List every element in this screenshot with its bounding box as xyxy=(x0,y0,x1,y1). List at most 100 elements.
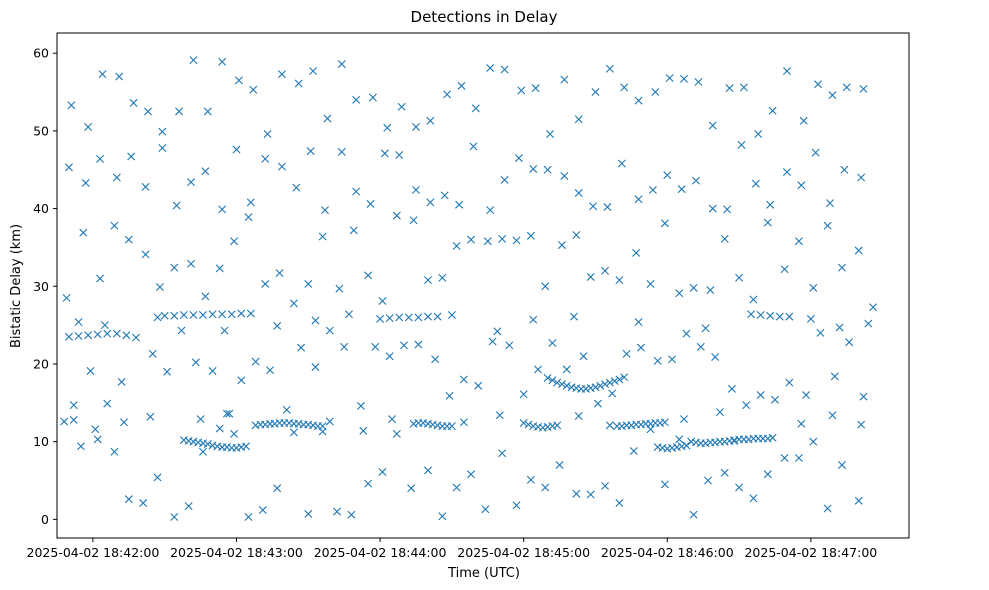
data-point xyxy=(727,384,736,393)
data-point xyxy=(230,237,239,246)
y-tick-label: 40 xyxy=(33,201,49,216)
data-point xyxy=(215,264,224,273)
data-point xyxy=(131,333,140,342)
data-point xyxy=(237,376,246,385)
data-point xyxy=(160,311,169,320)
data-point xyxy=(756,311,765,320)
data-point xyxy=(459,375,468,384)
data-point xyxy=(359,426,368,435)
data-point xyxy=(232,145,241,154)
data-point xyxy=(337,147,346,156)
data-point xyxy=(127,152,136,161)
data-point xyxy=(481,505,490,514)
data-point xyxy=(103,399,112,408)
data-point xyxy=(76,442,85,451)
data-point xyxy=(69,401,78,410)
data-point xyxy=(438,512,447,521)
data-point xyxy=(675,289,684,298)
data-point xyxy=(742,401,751,410)
data-point xyxy=(768,106,777,115)
data-point xyxy=(828,411,837,420)
data-point xyxy=(500,175,509,184)
data-point xyxy=(277,70,286,79)
data-point xyxy=(129,98,138,107)
data-point xyxy=(199,311,207,320)
data-point xyxy=(617,159,626,168)
data-point xyxy=(153,313,162,322)
data-point xyxy=(770,395,779,404)
data-point xyxy=(780,265,789,274)
x-tick-label: 2025-04-02 18:44:00 xyxy=(314,545,447,560)
data-point xyxy=(782,168,791,177)
data-point xyxy=(218,205,227,214)
data-point xyxy=(557,380,566,389)
data-point xyxy=(711,352,720,361)
data-point xyxy=(703,476,712,485)
data-point xyxy=(277,162,286,171)
data-point xyxy=(763,218,772,227)
data-point xyxy=(706,286,715,295)
data-point xyxy=(519,419,528,428)
data-point xyxy=(179,311,188,320)
data-point xyxy=(601,481,610,490)
data-point xyxy=(388,415,397,424)
data-point xyxy=(823,504,832,513)
data-point xyxy=(830,372,839,381)
data-point xyxy=(81,178,90,187)
data-point xyxy=(153,473,162,482)
data-point xyxy=(663,171,672,180)
data-point xyxy=(395,150,404,159)
data-point xyxy=(412,185,420,194)
data-point xyxy=(275,269,284,278)
data-point xyxy=(493,327,502,336)
data-point xyxy=(423,276,432,285)
x-tick-label: 2025-04-02 18:45:00 xyxy=(457,545,590,560)
data-point xyxy=(397,102,406,111)
data-point xyxy=(227,310,236,319)
data-point xyxy=(660,219,669,228)
data-point xyxy=(756,391,765,400)
x-tick-label: 2025-04-02 18:47:00 xyxy=(744,545,877,560)
data-point xyxy=(325,417,334,426)
data-point xyxy=(574,115,583,124)
data-point xyxy=(553,378,562,387)
data-point xyxy=(648,185,657,194)
data-point xyxy=(385,352,394,361)
data-point xyxy=(529,315,538,324)
data-point xyxy=(651,88,660,97)
data-point xyxy=(158,127,167,136)
data-point xyxy=(605,64,614,73)
data-point xyxy=(689,510,698,519)
data-point xyxy=(321,206,330,215)
data-point xyxy=(615,499,624,508)
data-point xyxy=(184,502,193,511)
data-point xyxy=(392,429,401,438)
y-axis-ticks: 0 10 20 30 40 50 60 xyxy=(33,46,57,527)
data-point xyxy=(335,284,344,293)
data-point xyxy=(208,366,217,375)
y-tick-label: 20 xyxy=(33,356,49,371)
data-point xyxy=(751,179,760,188)
data-point xyxy=(483,237,492,246)
data-point xyxy=(608,389,617,398)
data-point xyxy=(69,415,78,424)
data-point xyxy=(593,399,602,408)
data-point xyxy=(622,349,631,358)
data-point xyxy=(634,96,643,105)
data-point xyxy=(289,428,298,437)
data-point xyxy=(378,467,387,476)
data-point xyxy=(93,330,102,339)
data-point xyxy=(96,274,105,283)
data-point xyxy=(835,323,844,332)
data-point xyxy=(423,312,432,321)
data-point xyxy=(438,273,447,282)
data-point xyxy=(74,318,83,327)
data-point xyxy=(526,231,535,240)
data-point xyxy=(534,365,543,374)
data-point xyxy=(797,181,806,190)
data-point xyxy=(708,121,717,130)
data-point xyxy=(311,316,320,325)
data-point xyxy=(98,70,107,79)
data-point xyxy=(124,235,133,244)
data-point xyxy=(467,235,476,244)
